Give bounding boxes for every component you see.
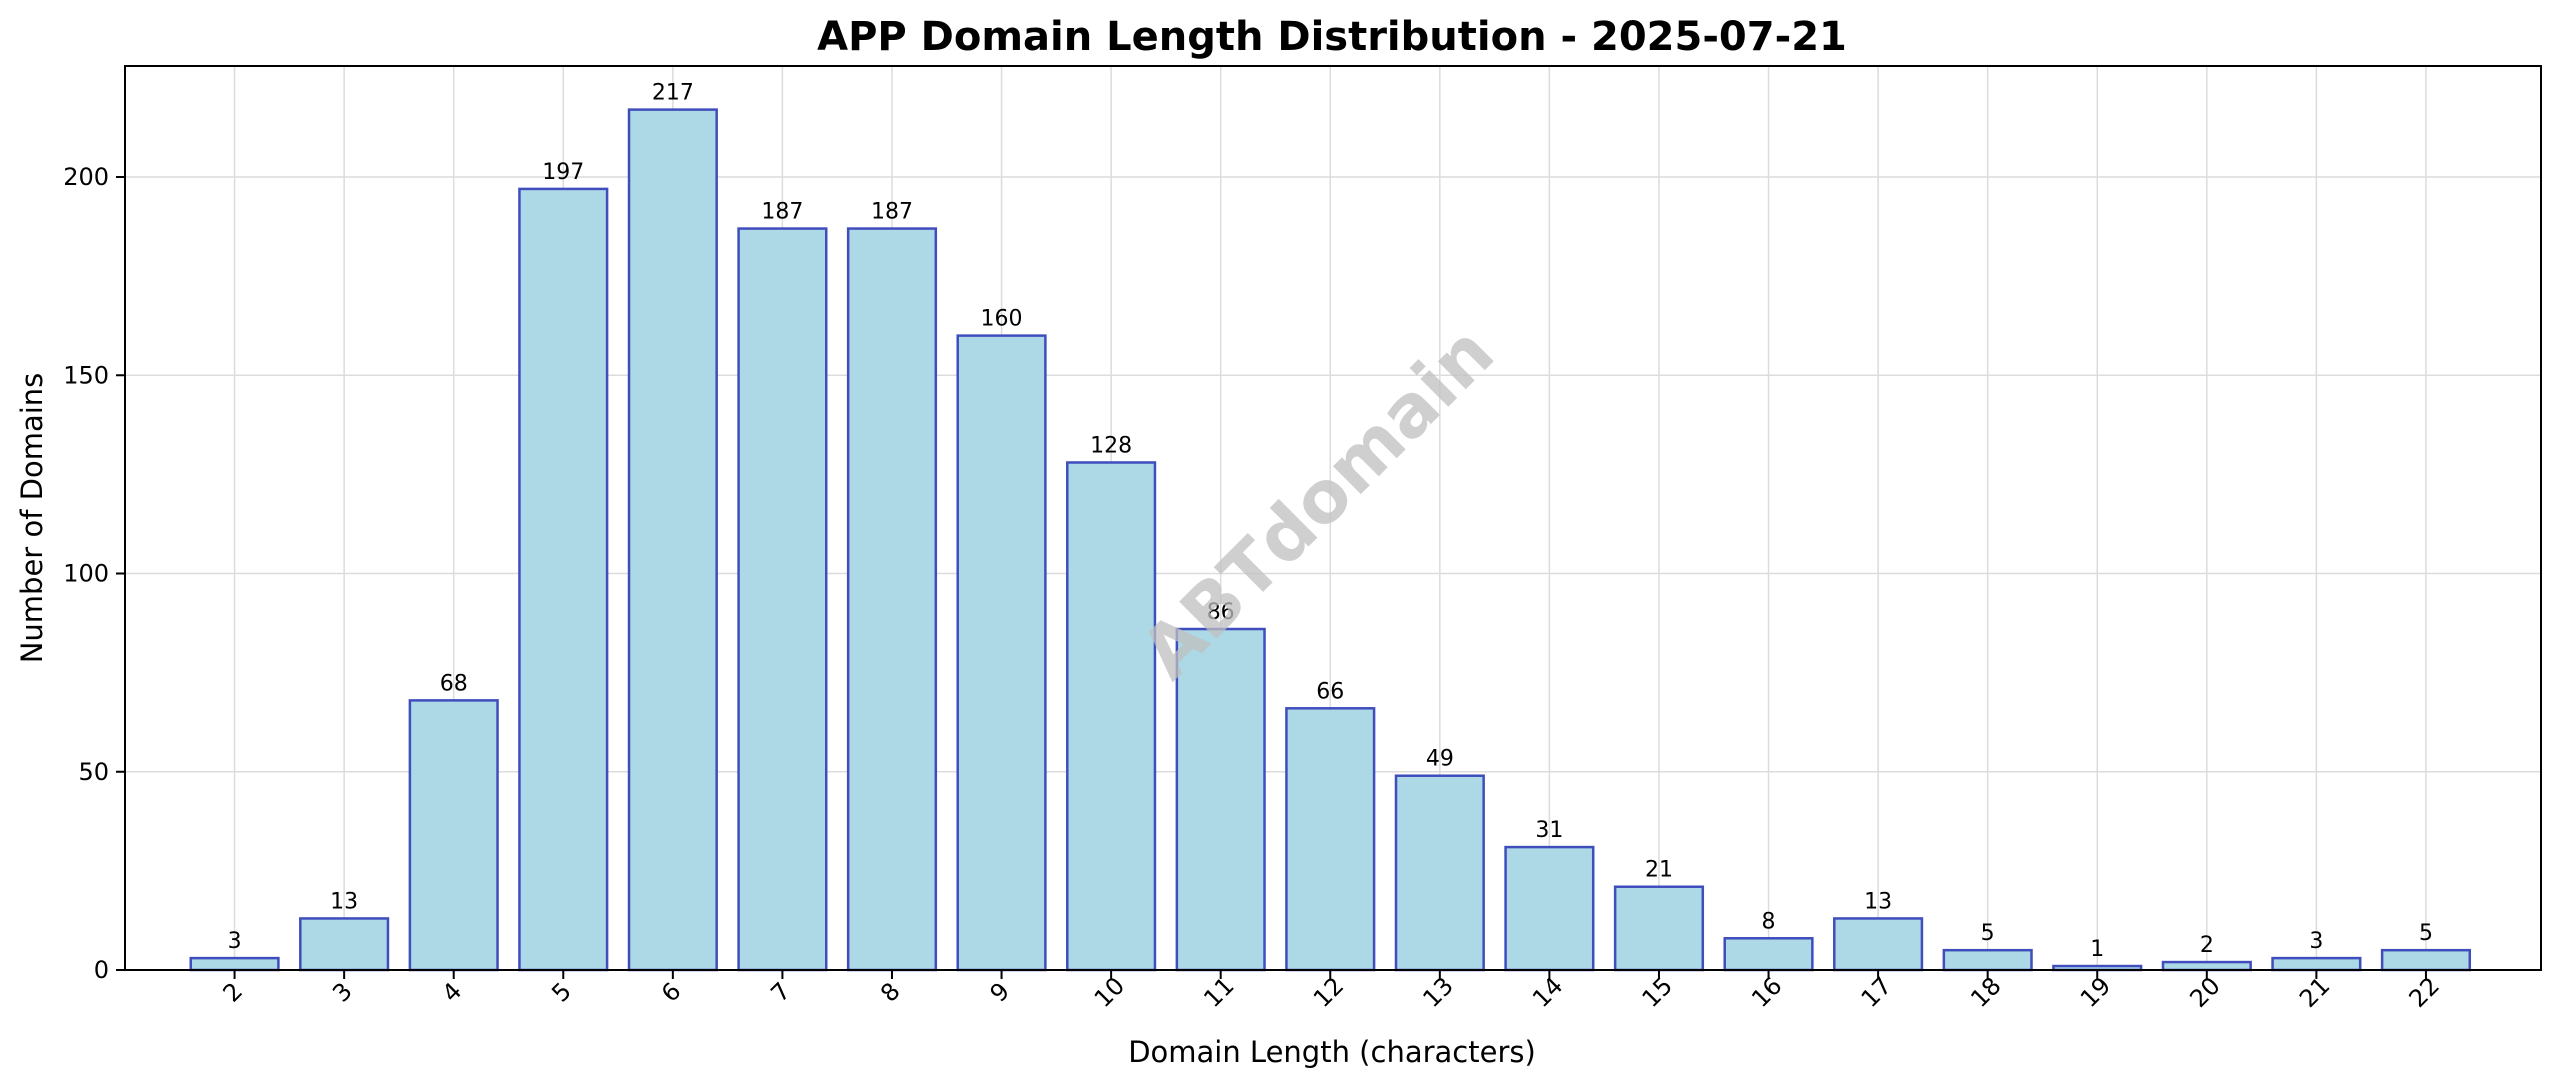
bar	[1833, 917, 1924, 972]
bar-value-label: 5	[2419, 921, 2433, 946]
bar-value-label: 2	[2200, 933, 2214, 958]
x-tick-label: 7	[765, 977, 796, 1008]
x-tick-label: 11	[1198, 972, 1239, 1013]
x-tick-label: 6	[656, 977, 687, 1008]
bar	[1394, 774, 1485, 972]
bar-value-label: 13	[1864, 889, 1892, 914]
watermark: ABTdomain	[1125, 310, 1510, 695]
bar	[1504, 845, 1595, 972]
x-tick-label: 5	[546, 977, 577, 1008]
bar	[2271, 956, 2362, 972]
y-axis-label: Number of Domains	[15, 373, 49, 664]
x-axis-ticks: 2 3 4 5 6 7 8 9 10 11 12 13 14 15 16 17 18 19 20 21 22	[218, 970, 2445, 1013]
y-tick-label: 150	[63, 361, 109, 389]
y-axis-ticks: 0 50 100 150 200	[63, 163, 125, 984]
x-tick-label: 19	[2075, 972, 2116, 1013]
bar-value-label: 49	[1426, 747, 1454, 772]
x-tick-label: 4	[437, 977, 468, 1008]
x-tick-label: 13	[1417, 972, 1458, 1013]
bar-value-label: 197	[542, 160, 584, 185]
bar	[1066, 461, 1157, 972]
bar	[1723, 937, 1814, 972]
bar-value-label: 217	[652, 81, 694, 106]
bar-value-labels: 3 13 68 197 217 187 187 160 128 86 66 49 31 21 8 13 5 1 2 3…	[228, 81, 2433, 962]
x-tick-label: 14	[1527, 972, 1568, 1013]
bar-value-label: 86	[1207, 600, 1235, 625]
x-tick-label: 16	[1746, 972, 1787, 1013]
bar	[956, 334, 1047, 972]
chart-title: APP Domain Length Distribution - 2025-07…	[817, 14, 1847, 60]
bar-value-label: 128	[1090, 433, 1132, 458]
plot-frame	[124, 65, 2542, 971]
x-tick-label: 10	[1089, 972, 1130, 1013]
bar	[627, 108, 718, 972]
bar-value-label: 31	[1535, 818, 1563, 843]
y-tick-label: 0	[94, 956, 109, 984]
bar-value-label: 3	[2309, 929, 2323, 954]
x-tick-label: 18	[1965, 972, 2006, 1013]
bar	[408, 699, 499, 972]
bars	[189, 108, 2472, 972]
bar	[189, 956, 280, 972]
bar	[846, 227, 938, 972]
y-tick-label: 50	[78, 758, 109, 786]
bar-value-label: 187	[871, 200, 913, 225]
x-tick-label: 20	[2184, 972, 2225, 1013]
x-tick-label: 22	[2404, 972, 2445, 1013]
bar	[2161, 960, 2252, 972]
x-tick-label: 9	[985, 977, 1016, 1008]
bar-value-label: 5	[1981, 921, 1995, 946]
y-tick-label: 100	[63, 560, 109, 588]
bar-value-label: 1	[2090, 937, 2104, 962]
bar-value-label: 187	[761, 200, 803, 225]
x-tick-label: 8	[875, 977, 906, 1008]
bar	[299, 917, 390, 972]
bar	[1285, 707, 1376, 972]
bar	[1942, 948, 2033, 972]
x-tick-label: 2	[218, 977, 249, 1008]
x-tick-label: 12	[1308, 972, 1349, 1013]
bar-value-label: 21	[1645, 858, 1673, 883]
x-axis-label: Domain Length (characters)	[1128, 1035, 1536, 1069]
bar-value-label: 66	[1316, 679, 1344, 704]
x-tick-label: 15	[1637, 972, 1678, 1013]
bar-value-label: 8	[1762, 909, 1776, 934]
x-tick-label: 17	[1856, 972, 1897, 1013]
x-tick-label: 3	[327, 977, 358, 1008]
y-tick-label: 200	[63, 163, 109, 191]
bar-value-label: 160	[981, 307, 1023, 332]
bar-value-label: 13	[330, 889, 358, 914]
bar-value-label: 68	[440, 671, 468, 696]
bar	[1175, 627, 1266, 972]
bar	[737, 227, 828, 972]
x-tick-label: 21	[2294, 972, 2335, 1013]
bar-value-label: 3	[228, 929, 242, 954]
bar	[1613, 885, 1705, 972]
bar	[2380, 948, 2472, 972]
bar	[518, 187, 609, 972]
